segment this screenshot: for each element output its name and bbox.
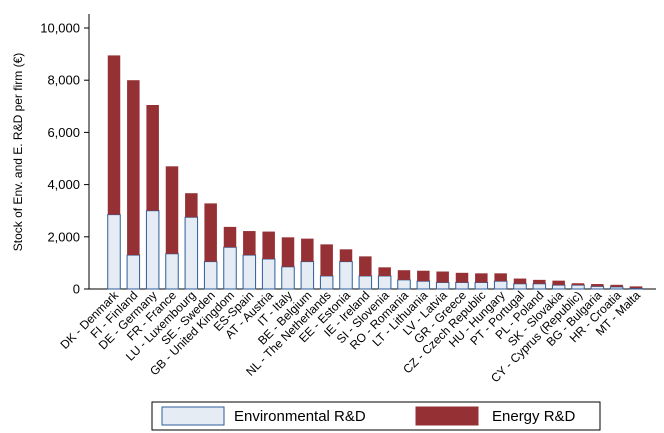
- legend-swatch-environmental: [161, 406, 225, 426]
- bar-environmental: [300, 261, 315, 290]
- bar-environmental: [397, 279, 411, 290]
- bar-energy: [552, 280, 565, 286]
- bar-energy: [223, 226, 237, 248]
- bar-energy: [146, 104, 159, 211]
- bar-environmental: [532, 283, 547, 290]
- bar-energy: [204, 203, 217, 262]
- bar-energy: [494, 273, 507, 282]
- y-axis-title: Stock of Env. and E. R&D per firm (€): [11, 53, 25, 252]
- bar-environmental: [107, 214, 121, 290]
- y-tick-label: 10,000: [40, 21, 80, 36]
- bar-environmental: [493, 280, 508, 290]
- bar-energy: [533, 279, 546, 284]
- y-tick-label: 2,000: [47, 229, 80, 244]
- bar-energy: [185, 193, 198, 218]
- legend-label-energy: Energy R&D: [492, 408, 576, 425]
- bar-environmental: [165, 253, 179, 290]
- bar-environmental: [184, 216, 199, 290]
- bar-environmental: [551, 284, 566, 290]
- legend: Environmental R&D Energy R&D: [151, 401, 601, 431]
- bar-environmental: [126, 254, 141, 290]
- bar-energy: [436, 271, 449, 283]
- bar-environmental: [474, 281, 489, 290]
- y-tick-label: 8,000: [47, 73, 80, 88]
- bar-environmental: [339, 261, 353, 290]
- bar-environmental: [416, 280, 431, 290]
- bar-environmental: [435, 281, 450, 290]
- legend-label-environmental: Environmental R&D: [234, 408, 366, 425]
- bar-environmental: [242, 254, 257, 290]
- bar-energy: [397, 270, 411, 280]
- bar-environmental: [590, 285, 605, 290]
- bar-energy: [262, 231, 275, 259]
- y-tick-group: 0 2,000 4,000 6,000 8,000 10,000: [40, 21, 89, 297]
- bar-energy: [610, 284, 623, 287]
- bar-energy: [127, 80, 140, 256]
- bar-energy: [629, 286, 643, 289]
- y-tick-label: 0: [73, 282, 80, 297]
- bar-environmental: [203, 261, 218, 290]
- bar-environmental: [377, 275, 392, 290]
- bar-energy: [513, 278, 527, 284]
- bar-energy: [301, 238, 314, 262]
- bar-environmental: [281, 266, 295, 290]
- bar-energy: [339, 249, 353, 262]
- legend-swatch-energy: [415, 406, 479, 426]
- bar-energy: [243, 231, 256, 256]
- bar-environmental: [455, 281, 469, 290]
- bar-energy: [475, 273, 488, 283]
- bar-environmental: [145, 210, 160, 290]
- bar-energy: [359, 256, 372, 276]
- bar-energy: [417, 270, 430, 282]
- y-tick-label: 6,000: [47, 125, 80, 140]
- bar-energy: [591, 284, 604, 287]
- bar-environmental: [513, 283, 527, 290]
- legend-frame: [151, 401, 601, 431]
- bar-energy: [455, 272, 469, 283]
- bar-energy: [571, 283, 585, 286]
- bar-group: [107, 55, 643, 290]
- bar-environmental: [571, 284, 585, 290]
- bar-environmental: [261, 258, 276, 290]
- bar-energy: [320, 244, 333, 276]
- bar-environmental: [223, 246, 237, 290]
- bar-energy: [107, 55, 121, 215]
- bar-environmental: [358, 275, 373, 290]
- bar-energy: [281, 237, 295, 267]
- bar-energy: [378, 267, 391, 276]
- y-tick-label: 4,000: [47, 177, 80, 192]
- bar-energy: [165, 166, 179, 254]
- bar-environmental: [319, 275, 334, 290]
